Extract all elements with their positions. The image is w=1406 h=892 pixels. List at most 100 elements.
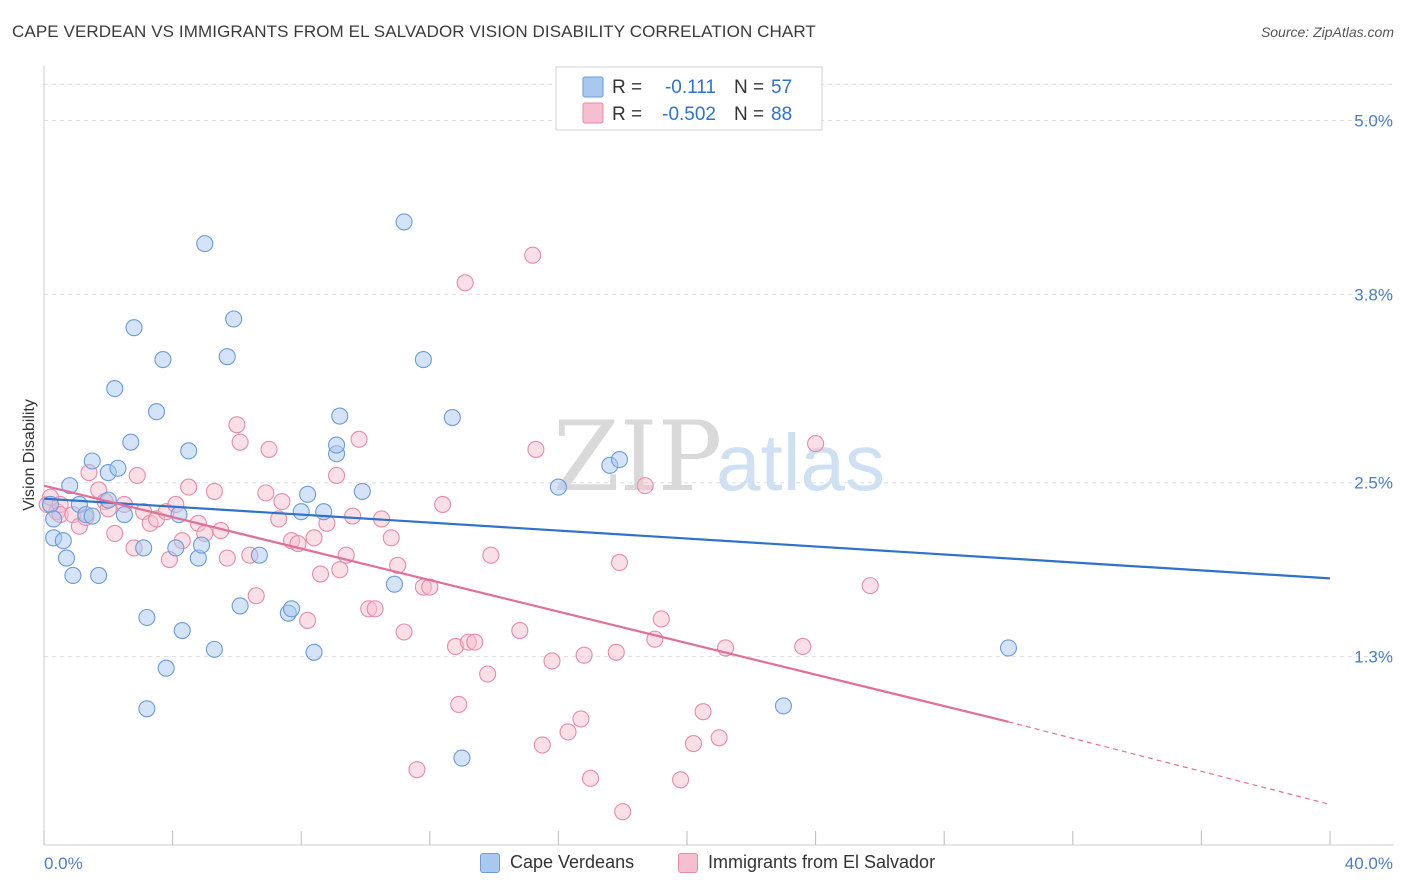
el-salvador-point-85 xyxy=(794,637,812,656)
el-salvador-point-35 xyxy=(270,510,288,528)
el-salvador-point-57 xyxy=(434,495,452,514)
cape-verdeans-point-19 xyxy=(135,539,153,557)
el-salvador-point-80 xyxy=(672,771,690,789)
el-salvador-point-71 xyxy=(572,710,590,728)
el-salvador-point-73 xyxy=(581,769,600,787)
y-tick-labels: 1.3% 2.5% 3.8% 5.0% xyxy=(1354,111,1393,666)
cape-verdeans-point-24 xyxy=(157,659,175,677)
cape-verdeans-point-49 xyxy=(414,351,432,369)
el-salvador-point-66 xyxy=(524,246,542,264)
legend-r-value-1: -0.111 xyxy=(665,77,716,98)
bottom-legend-swatch-cape-verdeans xyxy=(480,852,500,873)
el-salvador-point-72 xyxy=(575,646,593,664)
cape-verdeans-point-52 xyxy=(549,478,567,496)
cape-verdeans-point-28 xyxy=(180,442,198,460)
bottom-legend-label-el-salvador: Immigrants from El Salvador xyxy=(708,852,936,872)
el-salvador-point-77 xyxy=(636,477,654,495)
el-salvador-point-79 xyxy=(652,610,670,628)
cape-verdeans-point-40 xyxy=(299,485,317,503)
series-el-salvador-points xyxy=(38,246,879,821)
cape-verdeans-point-32 xyxy=(205,640,223,658)
cape-verdeans-point-18 xyxy=(125,319,143,337)
el-salvador-point-68 xyxy=(533,736,551,754)
axes xyxy=(43,66,1394,846)
legend-n-label-2: N = xyxy=(734,104,764,125)
el-salvador-point-51 xyxy=(382,529,400,547)
cape-verdeans-point-20 xyxy=(138,608,156,627)
el-salvador-point-41 xyxy=(311,565,330,583)
cape-verdeans-point-39 xyxy=(292,503,310,521)
el-salvador-point-26 xyxy=(205,482,223,500)
cape-verdeans-point-16 xyxy=(115,506,133,524)
cape-verdeans-point-34 xyxy=(225,310,243,328)
el-salvador-point-65 xyxy=(511,621,529,640)
watermark: ZIP atlas xyxy=(553,401,885,513)
cape-verdeans-point-25 xyxy=(167,539,185,557)
cape-verdeans-point-10 xyxy=(83,507,101,525)
cape-verdeans-point-55 xyxy=(774,697,793,715)
el-salvador-point-54 xyxy=(408,761,426,779)
y-tick-label-1: 2.5% xyxy=(1354,474,1393,493)
cape-verdeans-point-21 xyxy=(138,700,156,718)
el-salvador-point-46 xyxy=(344,507,362,525)
cape-verdeans-point-11 xyxy=(90,566,108,585)
el-salvador-point-53 xyxy=(395,623,413,641)
bottom-legend-item-el-salvador: Immigrants from El Salvador xyxy=(678,852,935,873)
cape-verdeans-point-41 xyxy=(305,643,323,661)
el-salvador-point-81 xyxy=(684,735,702,753)
el-salvador-point-28 xyxy=(218,549,236,567)
el-salvador-point-83 xyxy=(710,729,728,747)
cape-verdeans-point-14 xyxy=(106,379,124,398)
bottom-legend-item-cape-verdeans: Cape Verdeans xyxy=(480,852,634,873)
legend-n-value-2: 88 xyxy=(771,104,792,125)
el-salvador-point-82 xyxy=(694,703,712,721)
bottom-legend: Cape Verdeans Immigrants from El Salvado… xyxy=(0,852,1406,878)
watermark-zip: ZIP xyxy=(553,401,722,513)
cape-verdeans-point-9 xyxy=(83,452,101,470)
trend-line-cape-verdeans xyxy=(43,497,1331,580)
el-salvador-point-43 xyxy=(328,466,346,485)
el-salvador-point-30 xyxy=(231,433,249,451)
cape-verdeans-point-1 xyxy=(45,510,63,528)
cape-verdeans-point-6 xyxy=(64,566,82,585)
cape-verdeans-point-23 xyxy=(154,351,172,369)
el-salvador-point-67 xyxy=(527,440,545,458)
el-salvador-point-87 xyxy=(861,577,879,595)
chart-title: CAPE VERDEAN VS IMMIGRANTS FROM EL SALVA… xyxy=(12,22,816,41)
cape-verdeans-point-54 xyxy=(610,451,629,469)
el-salvador-point-40 xyxy=(305,529,323,547)
cape-verdeans-point-5 xyxy=(61,477,79,495)
y-tick-label-3: 5.0% xyxy=(1354,111,1393,130)
y-axis-title: Vision Disability xyxy=(21,399,38,511)
cape-verdeans-point-48 xyxy=(395,213,413,231)
el-salvador-point-59 xyxy=(450,695,468,713)
cape-verdeans-point-50 xyxy=(443,408,461,427)
cape-verdeans-point-47 xyxy=(385,575,403,593)
el-salvador-point-62 xyxy=(466,633,484,651)
el-salvador-point-39 xyxy=(299,611,317,629)
el-salvador-point-44 xyxy=(331,561,349,579)
el-salvador-point-23 xyxy=(180,478,198,496)
trend-lines xyxy=(43,484,1331,806)
cape-verdeans-point-44 xyxy=(328,436,346,454)
el-salvador-point-12 xyxy=(106,524,124,543)
el-salvador-point-86 xyxy=(807,435,825,453)
x-tick-label-max: 40.0% xyxy=(1345,854,1393,873)
el-salvador-point-32 xyxy=(247,587,265,605)
cape-verdeans-point-33 xyxy=(218,348,236,366)
cape-verdeans-point-35 xyxy=(231,597,249,615)
cape-verdeans-point-17 xyxy=(122,433,140,451)
cape-verdeans-point-46 xyxy=(353,482,371,500)
trend-line-el-salvador-extension xyxy=(1008,721,1331,806)
correlation-legend: R = -0.111 N = 57 R = -0.502 N = 88 xyxy=(555,66,823,131)
el-salvador-point-15 xyxy=(128,466,146,485)
cape-verdeans-point-30 xyxy=(192,536,211,554)
legend-swatch-cape-verdeans xyxy=(582,76,604,98)
el-salvador-point-74 xyxy=(607,643,625,661)
cape-verdeans-point-3 xyxy=(54,532,72,550)
legend-r-label-2: R = xyxy=(612,104,642,125)
bottom-legend-swatch-el-salvador xyxy=(678,852,698,873)
el-salvador-point-75 xyxy=(610,553,629,571)
el-salvador-point-33 xyxy=(257,484,275,502)
